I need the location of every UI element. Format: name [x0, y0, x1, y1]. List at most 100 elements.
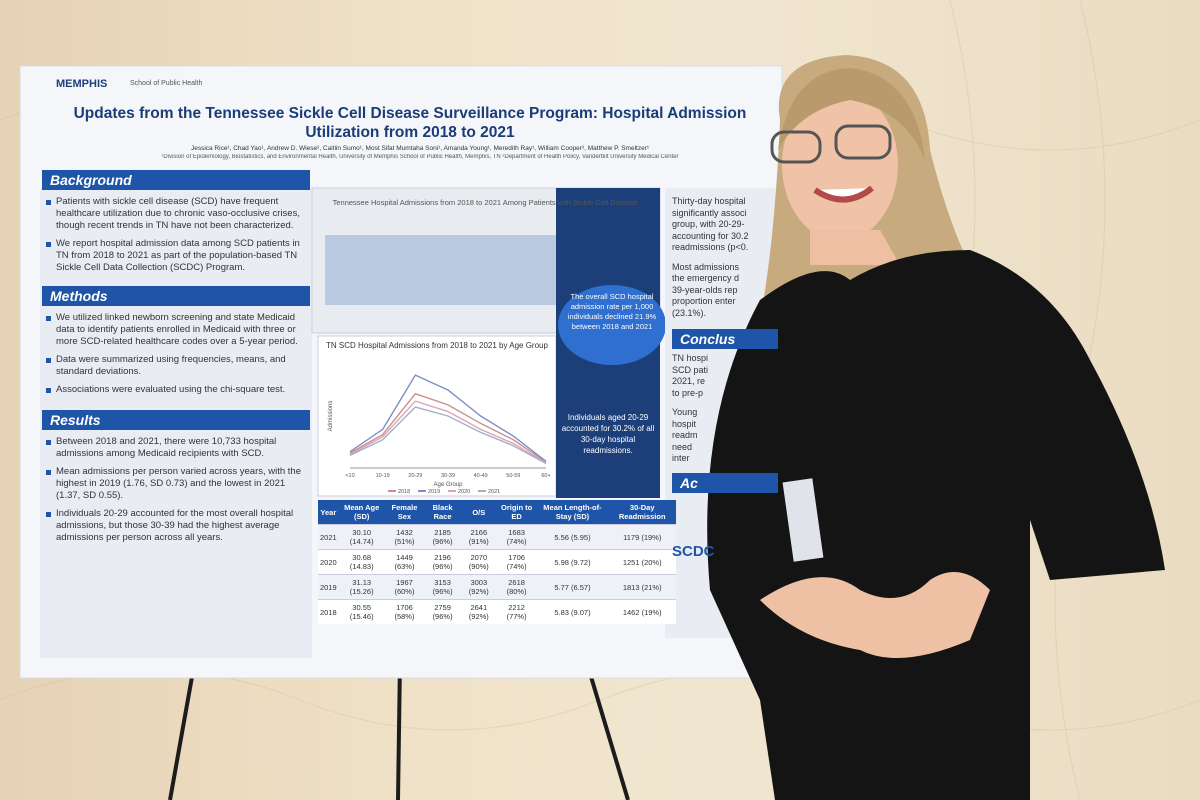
- map-title: Tennessee Hospital Admissions from 2018 …: [332, 198, 638, 207]
- table-header-cell: Origin to ED: [496, 500, 537, 525]
- text-line: Most admissions: [672, 261, 740, 272]
- table-cell: 30.10 (14.74): [338, 524, 385, 550]
- table-cell: 1251 (20%): [608, 549, 676, 575]
- table-cell: 1683 (74%): [496, 524, 537, 550]
- section-heading: Conclus: [672, 329, 778, 349]
- bullet: Between 2018 and 2021, there were 10,733…: [46, 436, 310, 460]
- bullet: Data were summarized using frequencies, …: [46, 354, 310, 378]
- text-line: readmissions (p<0.: [672, 242, 749, 252]
- ack-logo: SCDC: [672, 542, 715, 560]
- legend-label: 2020: [458, 489, 470, 495]
- school: School of Public Health: [130, 80, 203, 87]
- text-line: hospit: [672, 418, 697, 429]
- table-row: 2021 30.10 (14.74) 1432 (51%) 2185 (96%) 216…: [318, 524, 676, 550]
- x-axis-label: Age Group: [433, 482, 463, 488]
- table-cell: 1179 (19%): [608, 524, 676, 550]
- table-cell: 2212 (77%): [496, 599, 537, 624]
- table-header-cell: O/S: [460, 500, 497, 525]
- table-header-cell: Mean Age (SD): [338, 500, 385, 525]
- y-axis-label: Admissions: [328, 401, 334, 432]
- bullet: Mean admissions per person varied across…: [46, 466, 310, 502]
- text-line: 39-year-olds rep: [672, 284, 738, 295]
- bullet: We report hospital admission data among …: [46, 238, 310, 274]
- table-cell: 1462 (19%): [608, 599, 676, 624]
- text-line: group, with 20-29-: [672, 219, 745, 229]
- callout-rate: The overall SCD hospital admission rate …: [567, 292, 657, 331]
- legend-label: 2021: [488, 489, 500, 495]
- table-header-cell: Mean Length-of-Stay (SD): [536, 500, 609, 525]
- text-line: Young: [672, 407, 698, 417]
- table-cell: 2618 (80%): [496, 574, 537, 600]
- table-cell: 30.55 (15.46): [338, 599, 385, 624]
- left-column: Background Patients with sickle cell dise…: [42, 170, 310, 544]
- text-line: (23.1%).: [672, 307, 707, 318]
- text-line: TN hospi: [672, 353, 709, 363]
- x-tick-label: <10: [345, 473, 354, 479]
- x-tick-label: 50-59: [506, 473, 520, 479]
- table-cell: 3003 (92%): [460, 574, 497, 600]
- table-header-cell: Year: [318, 500, 339, 525]
- table-row: 2020 30.68 (14.83) 1449 (63%) 2196 (96%) 207…: [318, 549, 676, 575]
- table-cell: 2185 (96%): [424, 524, 461, 550]
- affiliations: ¹Division of Epidemiology, Biostatistics…: [161, 154, 679, 160]
- series-line: [349, 406, 547, 465]
- table-cell: 30.68 (14.83): [338, 549, 385, 575]
- chart-title: TN SCD Hospital Admissions from 2018 to …: [326, 341, 548, 350]
- callout-readmit: Individuals aged 20-29 accounted for 30.…: [561, 413, 655, 455]
- section-heading: Ac: [672, 472, 778, 493]
- age-chart: TN SCD Hospital Admissions from 2018 to …: [326, 341, 551, 495]
- table-cell: 2196 (96%): [424, 549, 461, 575]
- table-header-cell: 30-Day Readmission: [608, 500, 676, 525]
- table-cell: 5.98 (9.72): [536, 549, 609, 575]
- section-heading: Results: [42, 410, 310, 430]
- table-cell: 5.83 (9.07): [536, 599, 609, 624]
- table-cell: 2020: [318, 549, 339, 575]
- table-cell: 1706 (58%): [384, 599, 425, 624]
- table-cell: 1449 (63%): [384, 549, 425, 575]
- table-cell: 2166 (91%): [460, 524, 497, 550]
- table-cell: 2021: [318, 524, 339, 550]
- x-tick-label: 20-29: [408, 473, 422, 479]
- text-line: need: [672, 441, 693, 452]
- text-line: readm: [672, 430, 698, 440]
- text-line: to pre-p: [672, 387, 704, 398]
- table-header-row: Year Mean Age (SD) Female Sex Black Race O/S…: [318, 500, 676, 525]
- bullet: Associations were evaluated using the ch…: [46, 384, 310, 396]
- text-line: Thirty-day hospital: [672, 196, 746, 206]
- x-tick-label: 60+: [541, 473, 550, 479]
- table-cell: 1967 (60%): [384, 574, 425, 600]
- table-cell: 1813 (21%): [608, 574, 676, 600]
- legend-label: 2019: [428, 489, 440, 495]
- section: Background Patients with sickle cell dise…: [42, 170, 310, 274]
- table-cell: 31.13 (15.26): [338, 574, 385, 600]
- text-line: 2021, re: [672, 376, 706, 386]
- x-tick-label: 10-19: [376, 473, 390, 479]
- bullet: Individuals 20-29 accounted for the most…: [46, 508, 310, 544]
- text-line: the emergency d: [672, 273, 740, 283]
- bullet: We utilized linked newborn screening and…: [46, 312, 310, 348]
- table-header-cell: Black Race: [424, 500, 461, 525]
- summary-table-wrap: Year Mean Age (SD) Female Sex Black Race O/S…: [318, 500, 676, 624]
- right-column: Thirty-day hospital significantly associ g…: [672, 196, 778, 560]
- text-line: inter: [672, 453, 690, 463]
- section-heading: Background: [42, 170, 310, 190]
- table-cell: 2018: [318, 599, 339, 624]
- section: Results Between 2018 and 2021, there were…: [42, 410, 310, 544]
- logo: MEMPHIS: [56, 78, 108, 90]
- legend-label: 2018: [398, 489, 410, 495]
- table-cell: 2070 (90%): [460, 549, 497, 575]
- table-row: 2018 30.55 (15.46) 1706 (58%) 2759 (96%) 264…: [318, 599, 676, 624]
- bullet: Patients with sickle cell disease (SCD) …: [46, 196, 310, 232]
- text-line: accounting for 30.2: [672, 230, 749, 241]
- x-tick-label: 40-49: [474, 473, 488, 479]
- section: Methods We utilized linked newborn screen…: [42, 286, 310, 396]
- text-line: proportion enter: [672, 296, 736, 306]
- table-cell: 2641 (92%): [460, 599, 497, 624]
- poster-title: Updates from the Tennessee Sickle Cell D…: [73, 105, 747, 141]
- table-cell: 1706 (74%): [496, 549, 537, 575]
- text-line: SCD pati: [672, 364, 709, 375]
- authors: Jessica Rice¹, Chad Yao¹, Andrew D. Wies…: [190, 145, 650, 152]
- table-cell: 5.77 (6.57): [536, 574, 609, 600]
- x-tick-label: 30-39: [441, 473, 455, 479]
